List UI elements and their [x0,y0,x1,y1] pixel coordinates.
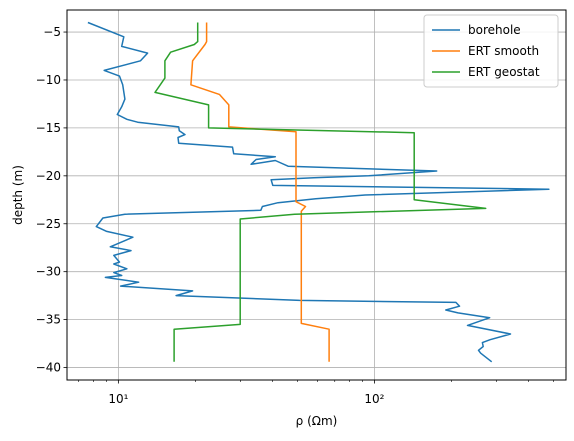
y-tick-label: −15 [36,121,61,135]
y-axis-label: depth (m) [11,165,25,225]
y-tick-label: −30 [36,265,61,279]
ticks: 10¹ 10² −5 −10 −15 −20 −25 −30 −35 −40 [36,25,554,406]
y-tick-label: −35 [36,313,61,327]
series-line-2 [154,22,487,362]
plot-frame [66,9,567,381]
legend-label-0: borehole [468,23,521,37]
x-tick-label: 10¹ [108,392,128,406]
legend: borehole ERT smooth ERT geostat [423,14,559,88]
y-tick-label: −25 [36,217,61,231]
plot-lines [87,21,550,363]
legend-label-2: ERT geostat [468,65,540,79]
y-tick-label: −40 [36,361,61,375]
series-line-0 [87,21,550,363]
x-tick-label: 10² [364,392,384,406]
legend-box [423,14,559,88]
y-tick-label: −5 [43,25,61,39]
y-tick-label: −20 [36,169,61,183]
x-axis-label: ρ (Ωm) [296,414,338,428]
y-tick-label: −10 [36,73,61,87]
legend-label-1: ERT smooth [468,44,539,58]
series-line-1 [190,22,330,362]
